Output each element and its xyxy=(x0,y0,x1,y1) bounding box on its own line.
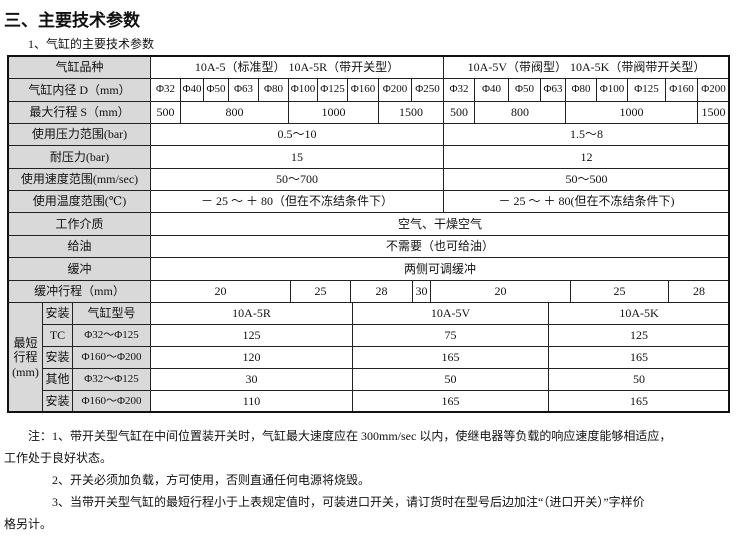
bore-range: Φ32～Φ125 xyxy=(72,368,151,391)
variety-right: 10A-5V（带阀型） 10A-5K（带阀带开关型） xyxy=(443,56,730,79)
row-label-proof: 耐压力(bar) xyxy=(8,145,151,169)
model-label: 气缸型号 xyxy=(72,302,151,325)
cushion-value: 两侧可调缓冲 xyxy=(150,257,730,281)
proof-left: 15 xyxy=(150,145,444,169)
speed-right: 50～500 xyxy=(443,168,730,191)
cushion-stroke-cell: 25 xyxy=(570,280,669,303)
proof-right: 12 xyxy=(443,145,730,169)
bore-cell: Φ63 xyxy=(540,78,566,102)
min-stroke-value: 165 xyxy=(352,390,549,413)
mount-label-mount1: 安装 xyxy=(42,302,73,325)
min-stroke-value: 165 xyxy=(352,346,549,369)
stroke-cell: 1000 xyxy=(565,101,698,124)
section-title: 三、主要技术参数 xyxy=(4,11,140,31)
pressure-left: 0.5～10 xyxy=(150,123,444,146)
model-header: 10A-5K xyxy=(548,302,730,325)
min-stroke-value: 30 xyxy=(150,368,353,391)
mount-label-mount2: 安装 xyxy=(42,346,73,369)
row-label-temp: 使用温度范围(℃) xyxy=(8,190,151,213)
bore-cell: Φ160 xyxy=(665,78,698,102)
cushion-stroke-cell: 28 xyxy=(350,280,413,303)
min-stroke-value: 165 xyxy=(548,390,730,413)
oil-value: 不需要（也可给油） xyxy=(150,235,730,258)
pressure-right: 1.5～8 xyxy=(443,123,730,146)
min-stroke-value: 125 xyxy=(150,324,353,347)
cushion-stroke-cell: 20 xyxy=(150,280,291,303)
min-stroke-label: 最短 行程 (mm) xyxy=(8,302,43,413)
bore-cell: Φ250 xyxy=(411,78,444,102)
speed-left: 50～700 xyxy=(150,168,444,191)
cushion-stroke-cell: 25 xyxy=(290,280,351,303)
stroke-cell: 500 xyxy=(443,101,475,124)
min-stroke-value: 110 xyxy=(150,390,353,413)
row-label-cushion_stroke: 缓冲行程（mm） xyxy=(8,280,151,303)
stroke-cell: 500 xyxy=(150,101,181,124)
min-stroke-value: 165 xyxy=(548,346,730,369)
note-1: 注：1、带开关型气缸在中间位置装开关时，气缸最大速度应在 300mm/sec 以… xyxy=(28,429,672,443)
bore-cell: Φ200 xyxy=(378,78,412,102)
bore-cell: Φ160 xyxy=(347,78,379,102)
bore-cell: Φ125 xyxy=(317,78,348,102)
bore-range: Φ160～Φ200 xyxy=(72,390,151,413)
stroke-cell: 800 xyxy=(180,101,289,124)
bore-cell: Φ100 xyxy=(596,78,628,102)
bore-cell: Φ80 xyxy=(258,78,289,102)
mount-label-other: 其他 xyxy=(42,368,73,391)
medium-value: 空气、干燥空气 xyxy=(150,212,730,236)
row-label-speed: 使用速度范围(mm/sec) xyxy=(8,168,151,191)
row-label-oil: 给油 xyxy=(8,235,151,258)
stroke-cell: 1000 xyxy=(288,101,379,124)
min-stroke-value: 120 xyxy=(150,346,353,369)
bore-cell: Φ32 xyxy=(443,78,475,102)
bore-cell: Φ80 xyxy=(565,78,597,102)
mount-label-tc: TC xyxy=(42,324,73,347)
min-stroke-value: 75 xyxy=(352,324,549,347)
bore-cell: Φ32 xyxy=(150,78,181,102)
note-2: 2、开关必须加负载，方可使用，否则直通任何电源将烧毁。 xyxy=(52,473,371,487)
bore-cell: Φ100 xyxy=(288,78,318,102)
cushion-stroke-cell: 30 xyxy=(412,280,431,303)
stroke-cell: 1500 xyxy=(378,101,444,124)
row-label-bore: 气缸内径 D（mm） xyxy=(8,78,151,102)
bore-cell: Φ125 xyxy=(627,78,666,102)
row-label-medium: 工作介质 xyxy=(8,212,151,236)
temp-right: － 25 ～ ＋ 80(但在不冻结条件下) xyxy=(443,190,730,213)
row-label-variety: 气缸品种 xyxy=(8,56,151,79)
model-header: 10A-5V xyxy=(352,302,549,325)
min-stroke-value: 125 xyxy=(548,324,730,347)
bore-cell: Φ40 xyxy=(474,78,509,102)
bore-cell: Φ50 xyxy=(508,78,541,102)
table-caption: 1、气缸的主要技术参数 xyxy=(28,37,155,51)
bore-cell: Φ40 xyxy=(180,78,204,102)
variety-left: 10A-5（标准型） 10A-5R（带开关型） xyxy=(150,56,444,79)
cushion-stroke-cell: 20 xyxy=(430,280,571,303)
bore-range: Φ160～Φ200 xyxy=(72,346,151,369)
min-stroke-value: 50 xyxy=(548,368,730,391)
bore-cell: Φ63 xyxy=(228,78,259,102)
stroke-cell: 800 xyxy=(474,101,566,124)
bore-range: Φ32～Φ125 xyxy=(72,324,151,347)
note-3: 3、当带开关型气缸的最短行程小于上表规定值时，可装进口开关，请订货时在型号后边加… xyxy=(52,495,645,509)
row-label-max_stroke: 最大行程 S（mm） xyxy=(8,101,151,124)
bore-cell: Φ200 xyxy=(697,78,730,102)
temp-left: － 25 ～ ＋ 80（但在不冻结条件下） xyxy=(150,190,444,213)
note-3-cont: 格另计。 xyxy=(4,517,53,531)
note-1-cont: 工作处于良好状态。 xyxy=(4,451,113,465)
row-label-pressure: 使用压力范围(bar) xyxy=(8,123,151,146)
mount-label-mount3: 安装 xyxy=(42,390,73,413)
model-header: 10A-5R xyxy=(150,302,353,325)
bore-cell: Φ50 xyxy=(203,78,229,102)
cushion-stroke-cell: 28 xyxy=(668,280,730,303)
row-label-cushion: 缓冲 xyxy=(8,257,151,281)
min-stroke-value: 50 xyxy=(352,368,549,391)
stroke-cell: 1500 xyxy=(697,101,730,124)
